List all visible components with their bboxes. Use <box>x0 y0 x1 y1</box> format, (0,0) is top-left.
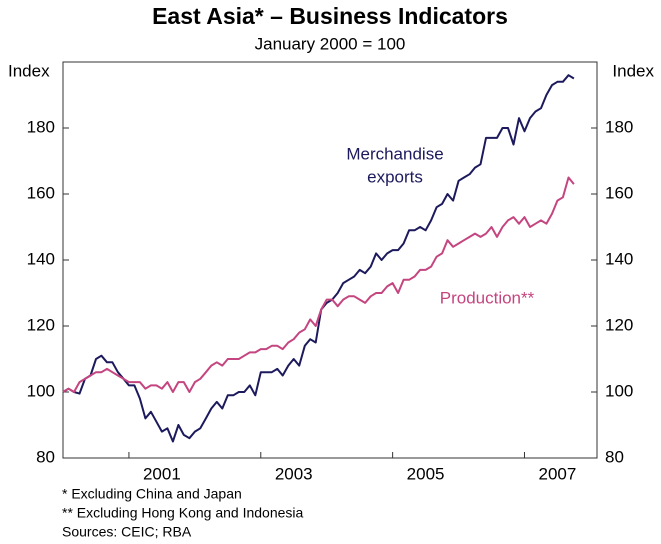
y2-tick-label: 180 <box>605 117 633 136</box>
y2-tick-label: 120 <box>605 315 633 334</box>
y-tick-label: 80 <box>36 447 55 466</box>
chart-title: East Asia* – Business Indicators <box>152 3 508 29</box>
y-tick-label: 120 <box>27 315 55 334</box>
x-tick-label: 2005 <box>407 464 445 483</box>
y-tick-label: 180 <box>27 117 55 136</box>
y2-axis-label: Index <box>612 61 654 80</box>
x-tick-label: 2007 <box>539 464 577 483</box>
y-tick-label: 160 <box>27 183 55 202</box>
y-axis-label: Index <box>8 61 50 80</box>
y2-tick-label: 80 <box>605 447 624 466</box>
footnote: ** Excluding Hong Kong and Indonesia <box>62 505 304 521</box>
y2-tick-label: 100 <box>605 381 633 400</box>
footnote: * Excluding China and Japan <box>62 486 242 502</box>
chart-subtitle: January 2000 = 100 <box>255 34 406 53</box>
plot-frame <box>62 61 598 459</box>
annotation: Merchandise <box>346 144 443 163</box>
x-tick-label: 2003 <box>275 464 313 483</box>
y2-tick-label: 140 <box>605 249 633 268</box>
y-tick-label: 100 <box>27 381 55 400</box>
x-tick-label: 2001 <box>143 464 181 483</box>
y-tick-label: 140 <box>27 249 55 268</box>
footnote: Sources: CEIC; RBA <box>62 524 192 540</box>
annotation: exports <box>367 167 423 186</box>
series-line <box>62 176 575 393</box>
y2-tick-label: 160 <box>605 183 633 202</box>
series-line <box>62 74 575 443</box>
annotation: Production** <box>440 288 535 307</box>
